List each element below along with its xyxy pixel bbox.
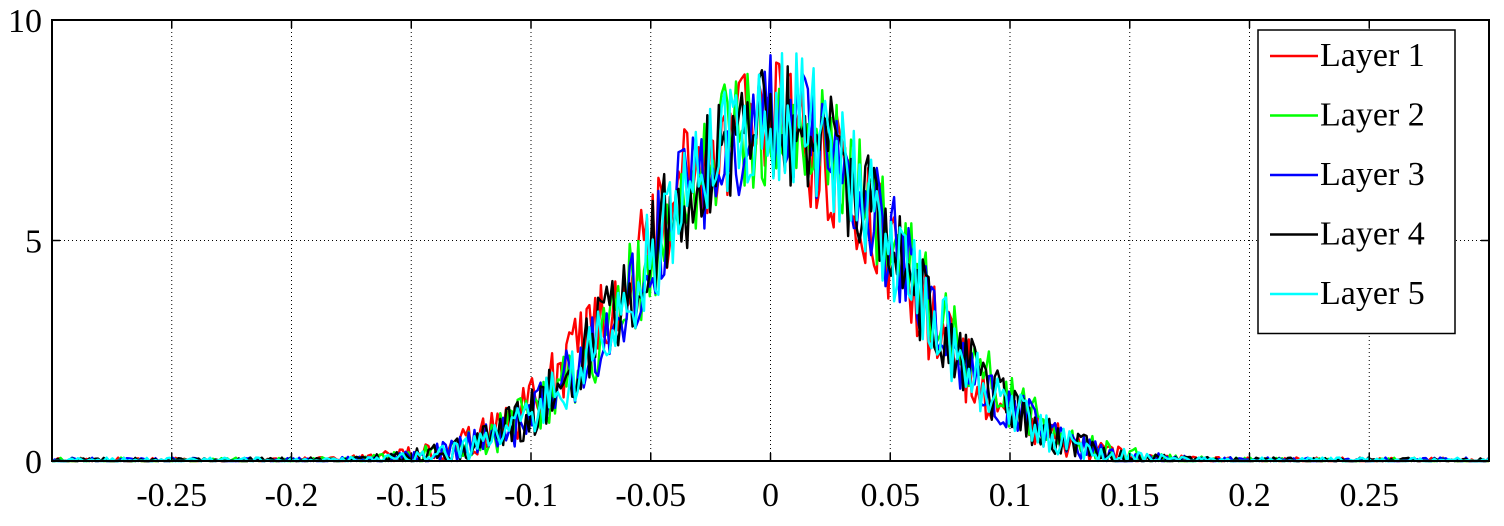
y-tick-label: 5 [25,224,42,261]
legend-label: Layer 4 [1320,216,1425,253]
legend: Layer 1 Layer 2 Layer 3 Layer 4 Layer 5 [1257,29,1456,335]
x-tick-label: 0.2 [1228,477,1271,514]
x-tick-label: -0.05 [615,477,686,514]
x-tick-label: 0 [762,477,779,514]
x-tick-label: 0.1 [989,477,1032,514]
x-tick-label: 0.05 [861,477,921,514]
x-tick-label: -0.1 [504,477,558,514]
x-tick-label: -0.2 [265,477,319,514]
legend-label: Layer 2 [1320,97,1425,134]
y-tick-label: 0 [25,444,42,481]
x-tick-label: -0.15 [376,477,447,514]
y-tick-label: 10 [8,3,42,40]
legend-label: Layer 3 [1320,156,1425,193]
axis-ticks: -0.25 -0.2 -0.15 -0.1 -0.05 0 0.05 0.1 0.15 0.2 0.… [8,3,1489,514]
x-tick-label: -0.25 [136,477,207,514]
x-tick-label: 0.15 [1100,477,1160,514]
legend-box [1257,29,1456,335]
x-tick-label: 0.25 [1340,477,1400,514]
legend-label: Layer 5 [1320,275,1425,312]
legend-label: Layer 1 [1320,37,1425,74]
